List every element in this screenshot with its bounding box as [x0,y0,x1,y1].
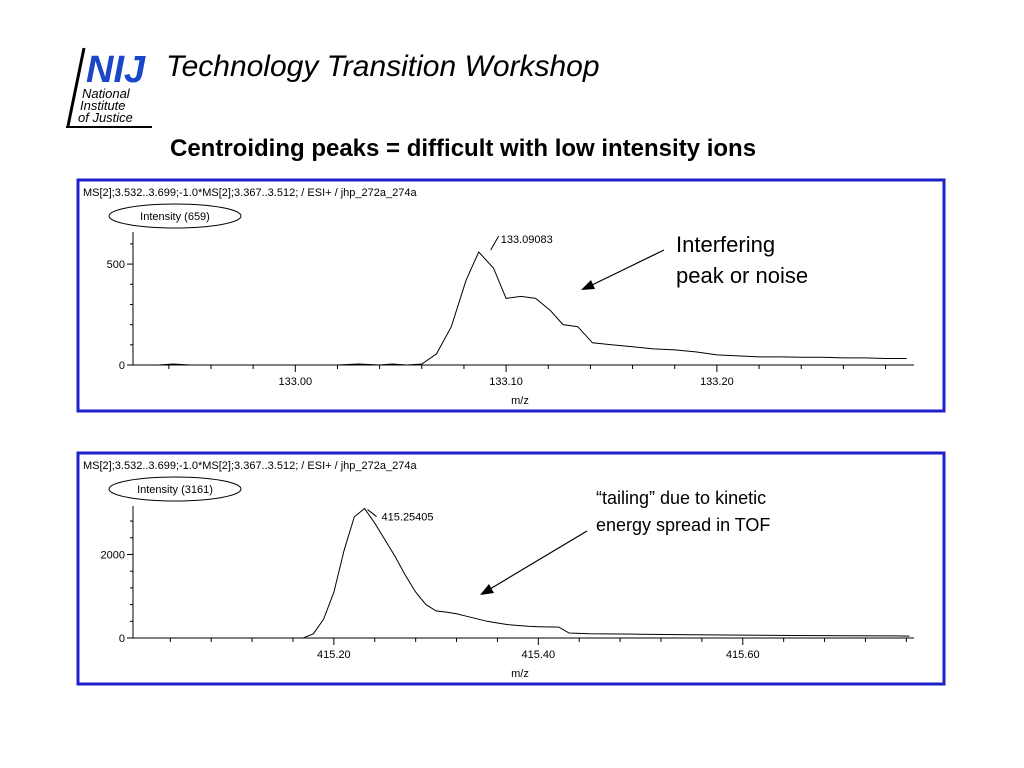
x-tick-label: 133.20 [700,376,734,388]
y-tick-label: 0 [119,360,125,372]
nij-logo: NIJ National Institute of Justice [66,47,152,128]
chart-ticks [127,520,907,645]
peak-leader-line [367,509,377,517]
intensity-oval [108,476,242,502]
chart-ticks [127,243,887,372]
logo-line-justice: of Justice [78,110,133,125]
y-tick-label: 0 [119,633,125,645]
annotation-interfering-line2: peak or noise [676,263,808,288]
logo-line-institute: Institute [80,98,126,113]
spectrum-chart-2: MS[2];3.532..3.699;-1.0*MS[2];3.367..3.5… [76,451,946,686]
spectrum-trace [139,251,907,366]
x-axis-label: m/z [511,668,529,680]
chart-header: MS[2];3.532..3.699;-1.0*MS[2];3.367..3.5… [83,460,417,472]
spectrum-trace [135,507,910,639]
peak-label: 415.25405 [382,512,434,524]
peak-label: 133.09083 [501,234,553,246]
peak-leader-line [490,235,500,251]
slide-title: Centroiding peaks = difficult with low i… [170,135,756,162]
x-tick-label: 133.10 [489,376,523,388]
chart-tick-labels: 133.00 133.10 133.20 0 500 [107,259,734,388]
logo-letters: NIJ [86,49,146,91]
annotation-arrow-1 [581,249,665,290]
annotation-tailing-line2: energy spread in TOF [596,515,770,535]
spectrum-chart-1: MS[2];3.532..3.699;-1.0*MS[2];3.367..3.5… [76,178,946,413]
x-axis-label: m/z [511,395,529,407]
y-tick-label: 500 [107,259,125,271]
x-tick-label: 133.00 [278,376,312,388]
intensity-label: Intensity (3161) [137,484,213,496]
chart-marks: 133.09083 [139,234,907,366]
x-tick-label: 415.40 [521,649,555,661]
header-title: Technology Transition Workshop [166,50,600,83]
chart-panel-border [76,178,946,413]
logo-line-national: National [82,86,131,101]
chart-panel-border [76,451,946,686]
intensity-oval [108,203,242,229]
annotation-interfering-line1: Interfering [676,232,775,257]
chart-marks: 415.25405 [135,507,910,639]
x-tick-label: 415.60 [726,649,760,661]
chart-header: MS[2];3.532..3.699;-1.0*MS[2];3.367..3.5… [83,187,417,199]
annotation-tailing-line1: “tailing” due to kinetic [596,488,766,508]
x-tick-label: 415.20 [317,649,351,661]
logo-slash-line [66,47,86,127]
intensity-label: Intensity (659) [140,211,210,223]
y-tick-label: 2000 [101,549,125,561]
chart-tick-labels: 415.20 415.40 415.60 0 2000 [101,549,760,661]
annotation-arrow-2 [480,530,588,595]
